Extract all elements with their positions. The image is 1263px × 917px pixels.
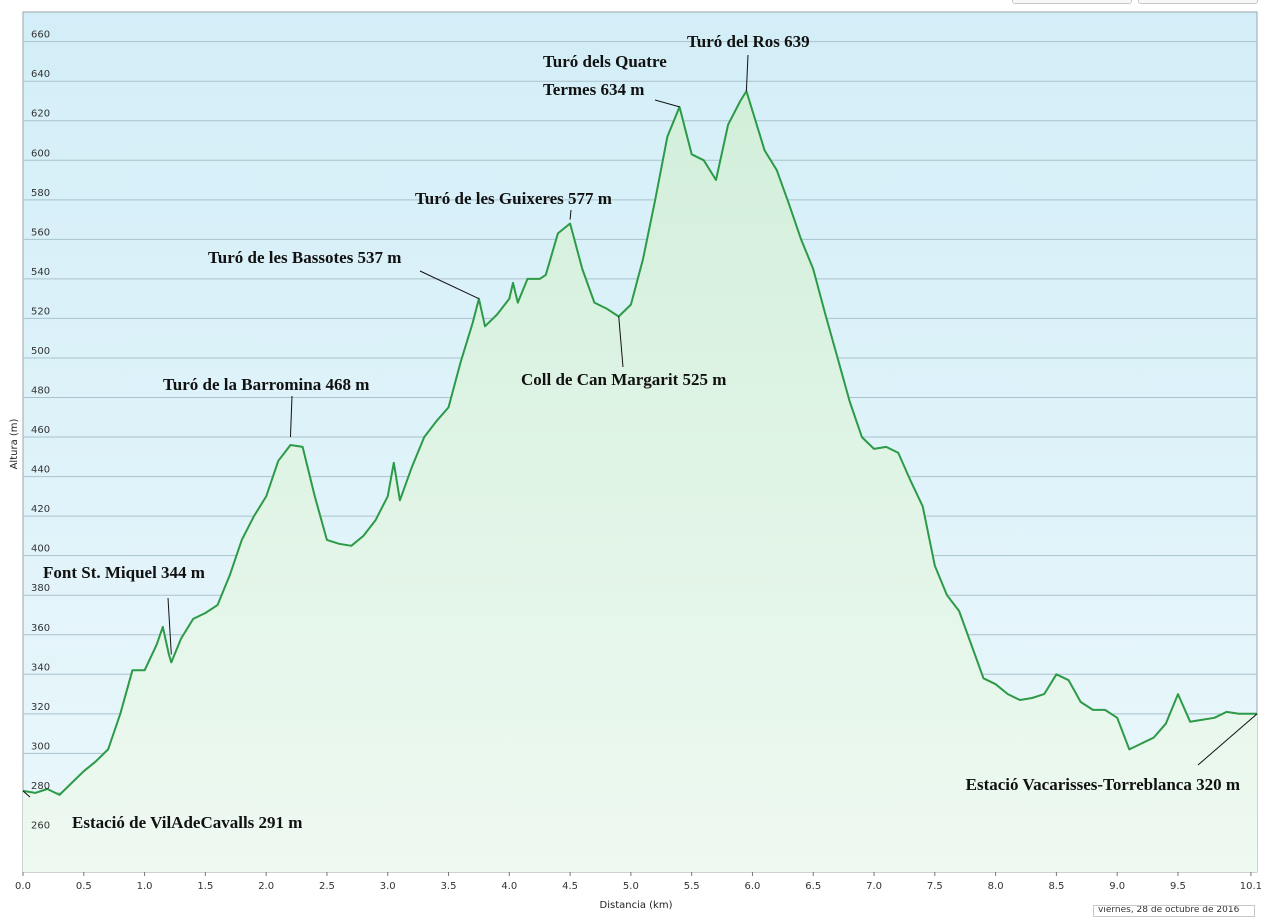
x-tick-1.5: 1.5 bbox=[197, 881, 213, 892]
x-tick-8.0: 8.0 bbox=[988, 881, 1004, 892]
x-tick-7.0: 7.0 bbox=[866, 881, 882, 892]
x-tick-3.5: 3.5 bbox=[441, 881, 457, 892]
x-tick-5.5: 5.5 bbox=[684, 881, 700, 892]
y-tick-340: 340 bbox=[31, 662, 50, 673]
annotation-label-9: Estació Vacarisses-Torreblanca 320 m bbox=[966, 775, 1240, 794]
y-tick-380: 380 bbox=[31, 583, 50, 594]
date-footer: viernes, 28 de octubre de 2016 bbox=[1093, 905, 1255, 917]
annotation-leaders bbox=[22, 54, 1258, 798]
y-tick-400: 400 bbox=[31, 544, 50, 555]
elevation-line bbox=[22, 90, 1257, 796]
x-tick-0.0: 0.0 bbox=[15, 881, 31, 892]
annotation-leader-7 bbox=[654, 99, 680, 108]
x-tick-4.5: 4.5 bbox=[562, 881, 578, 892]
y-tick-360: 360 bbox=[31, 623, 50, 634]
x-tick-10.1: 10.1 bbox=[1240, 881, 1262, 892]
annotation-label-6: Turó dels Quatre bbox=[543, 52, 667, 71]
y-tick-480: 480 bbox=[31, 386, 50, 397]
annotation-label-3: Turó de les Bassotes 537 m bbox=[208, 248, 401, 267]
annotation-leader-5 bbox=[618, 316, 624, 368]
x-tick-8.5: 8.5 bbox=[1048, 881, 1064, 892]
annotation-leader-2 bbox=[289, 395, 293, 438]
y-tick-460: 460 bbox=[31, 425, 50, 436]
annotation-leader-9 bbox=[1197, 713, 1258, 766]
annotation-leader-8 bbox=[745, 54, 749, 92]
x-tick-labels: 0.0 0.5 1.0 1.5 2.0 2.5 3.0 3.5 4.0 4.5 5.0 5.5 6.0 6… bbox=[15, 872, 1262, 892]
y-tick-600: 600 bbox=[31, 148, 50, 159]
elevation-area bbox=[23, 91, 1257, 873]
area-layer bbox=[23, 91, 1257, 873]
x-tick-9.0: 9.0 bbox=[1109, 881, 1125, 892]
y-tick-580: 580 bbox=[31, 188, 50, 199]
y-tick-260: 260 bbox=[31, 820, 50, 831]
y-tick-560: 560 bbox=[31, 227, 50, 238]
x-tick-0.5: 0.5 bbox=[76, 881, 92, 892]
toolbar-box-right[interactable] bbox=[1138, 0, 1258, 4]
annotation-label-2: Turó de la Barromina 468 m bbox=[163, 375, 369, 394]
x-tick-2.0: 2.0 bbox=[258, 881, 274, 892]
x-axis-title: Distancia (km) bbox=[600, 900, 673, 911]
annotation-label-0: Estació de VilAdeCavalls 291 m bbox=[72, 813, 302, 832]
x-tick-3.0: 3.0 bbox=[380, 881, 396, 892]
annotation-label-4: Turó de les Guixeres 577 m bbox=[415, 189, 612, 208]
y-tick-320: 320 bbox=[31, 702, 50, 713]
y-axis-title: Altura (m) bbox=[9, 418, 20, 469]
line-layer bbox=[22, 90, 1257, 796]
x-tick-7.5: 7.5 bbox=[927, 881, 943, 892]
x-tick-6.5: 6.5 bbox=[805, 881, 821, 892]
annotation-label-8: Turó del Ros 639 bbox=[687, 32, 810, 51]
annotation-leader-3 bbox=[419, 270, 480, 300]
y-tick-300: 300 bbox=[31, 741, 50, 752]
x-tick-9.5: 9.5 bbox=[1170, 881, 1186, 892]
x-tick-5.0: 5.0 bbox=[623, 881, 639, 892]
annotation-labels: Estació de VilAdeCavalls 291 m Font St. M… bbox=[43, 32, 1240, 832]
annotation-label-5: Coll de Can Margarit 525 m bbox=[521, 370, 726, 389]
x-tick-2.5: 2.5 bbox=[319, 881, 335, 892]
y-tick-540: 540 bbox=[31, 267, 50, 278]
y-tick-640: 640 bbox=[31, 69, 50, 80]
y-tick-440: 440 bbox=[31, 465, 50, 476]
annotation-label-7: Termes 634 m bbox=[543, 80, 644, 99]
x-tick-1.0: 1.0 bbox=[137, 881, 153, 892]
x-tick-6.0: 6.0 bbox=[745, 881, 761, 892]
y-tick-520: 520 bbox=[31, 306, 50, 317]
y-tick-280: 280 bbox=[31, 781, 50, 792]
y-tick-labels: 260 280 300 320 340 360 380 400 420 440 460 480 500 5… bbox=[31, 30, 50, 832]
y-tick-500: 500 bbox=[31, 346, 50, 357]
x-tick-4.0: 4.0 bbox=[501, 881, 517, 892]
annotation-leader-4 bbox=[569, 209, 572, 220]
annotation-label-1: Font St. Miquel 344 m bbox=[43, 563, 205, 582]
y-tick-620: 620 bbox=[31, 109, 50, 120]
toolbar-box-left[interactable] bbox=[1012, 0, 1132, 4]
y-tick-420: 420 bbox=[31, 504, 50, 515]
annotation-leader-0 bbox=[22, 790, 31, 798]
y-tick-660: 660 bbox=[31, 30, 50, 41]
annotation-leader-1 bbox=[167, 597, 172, 655]
